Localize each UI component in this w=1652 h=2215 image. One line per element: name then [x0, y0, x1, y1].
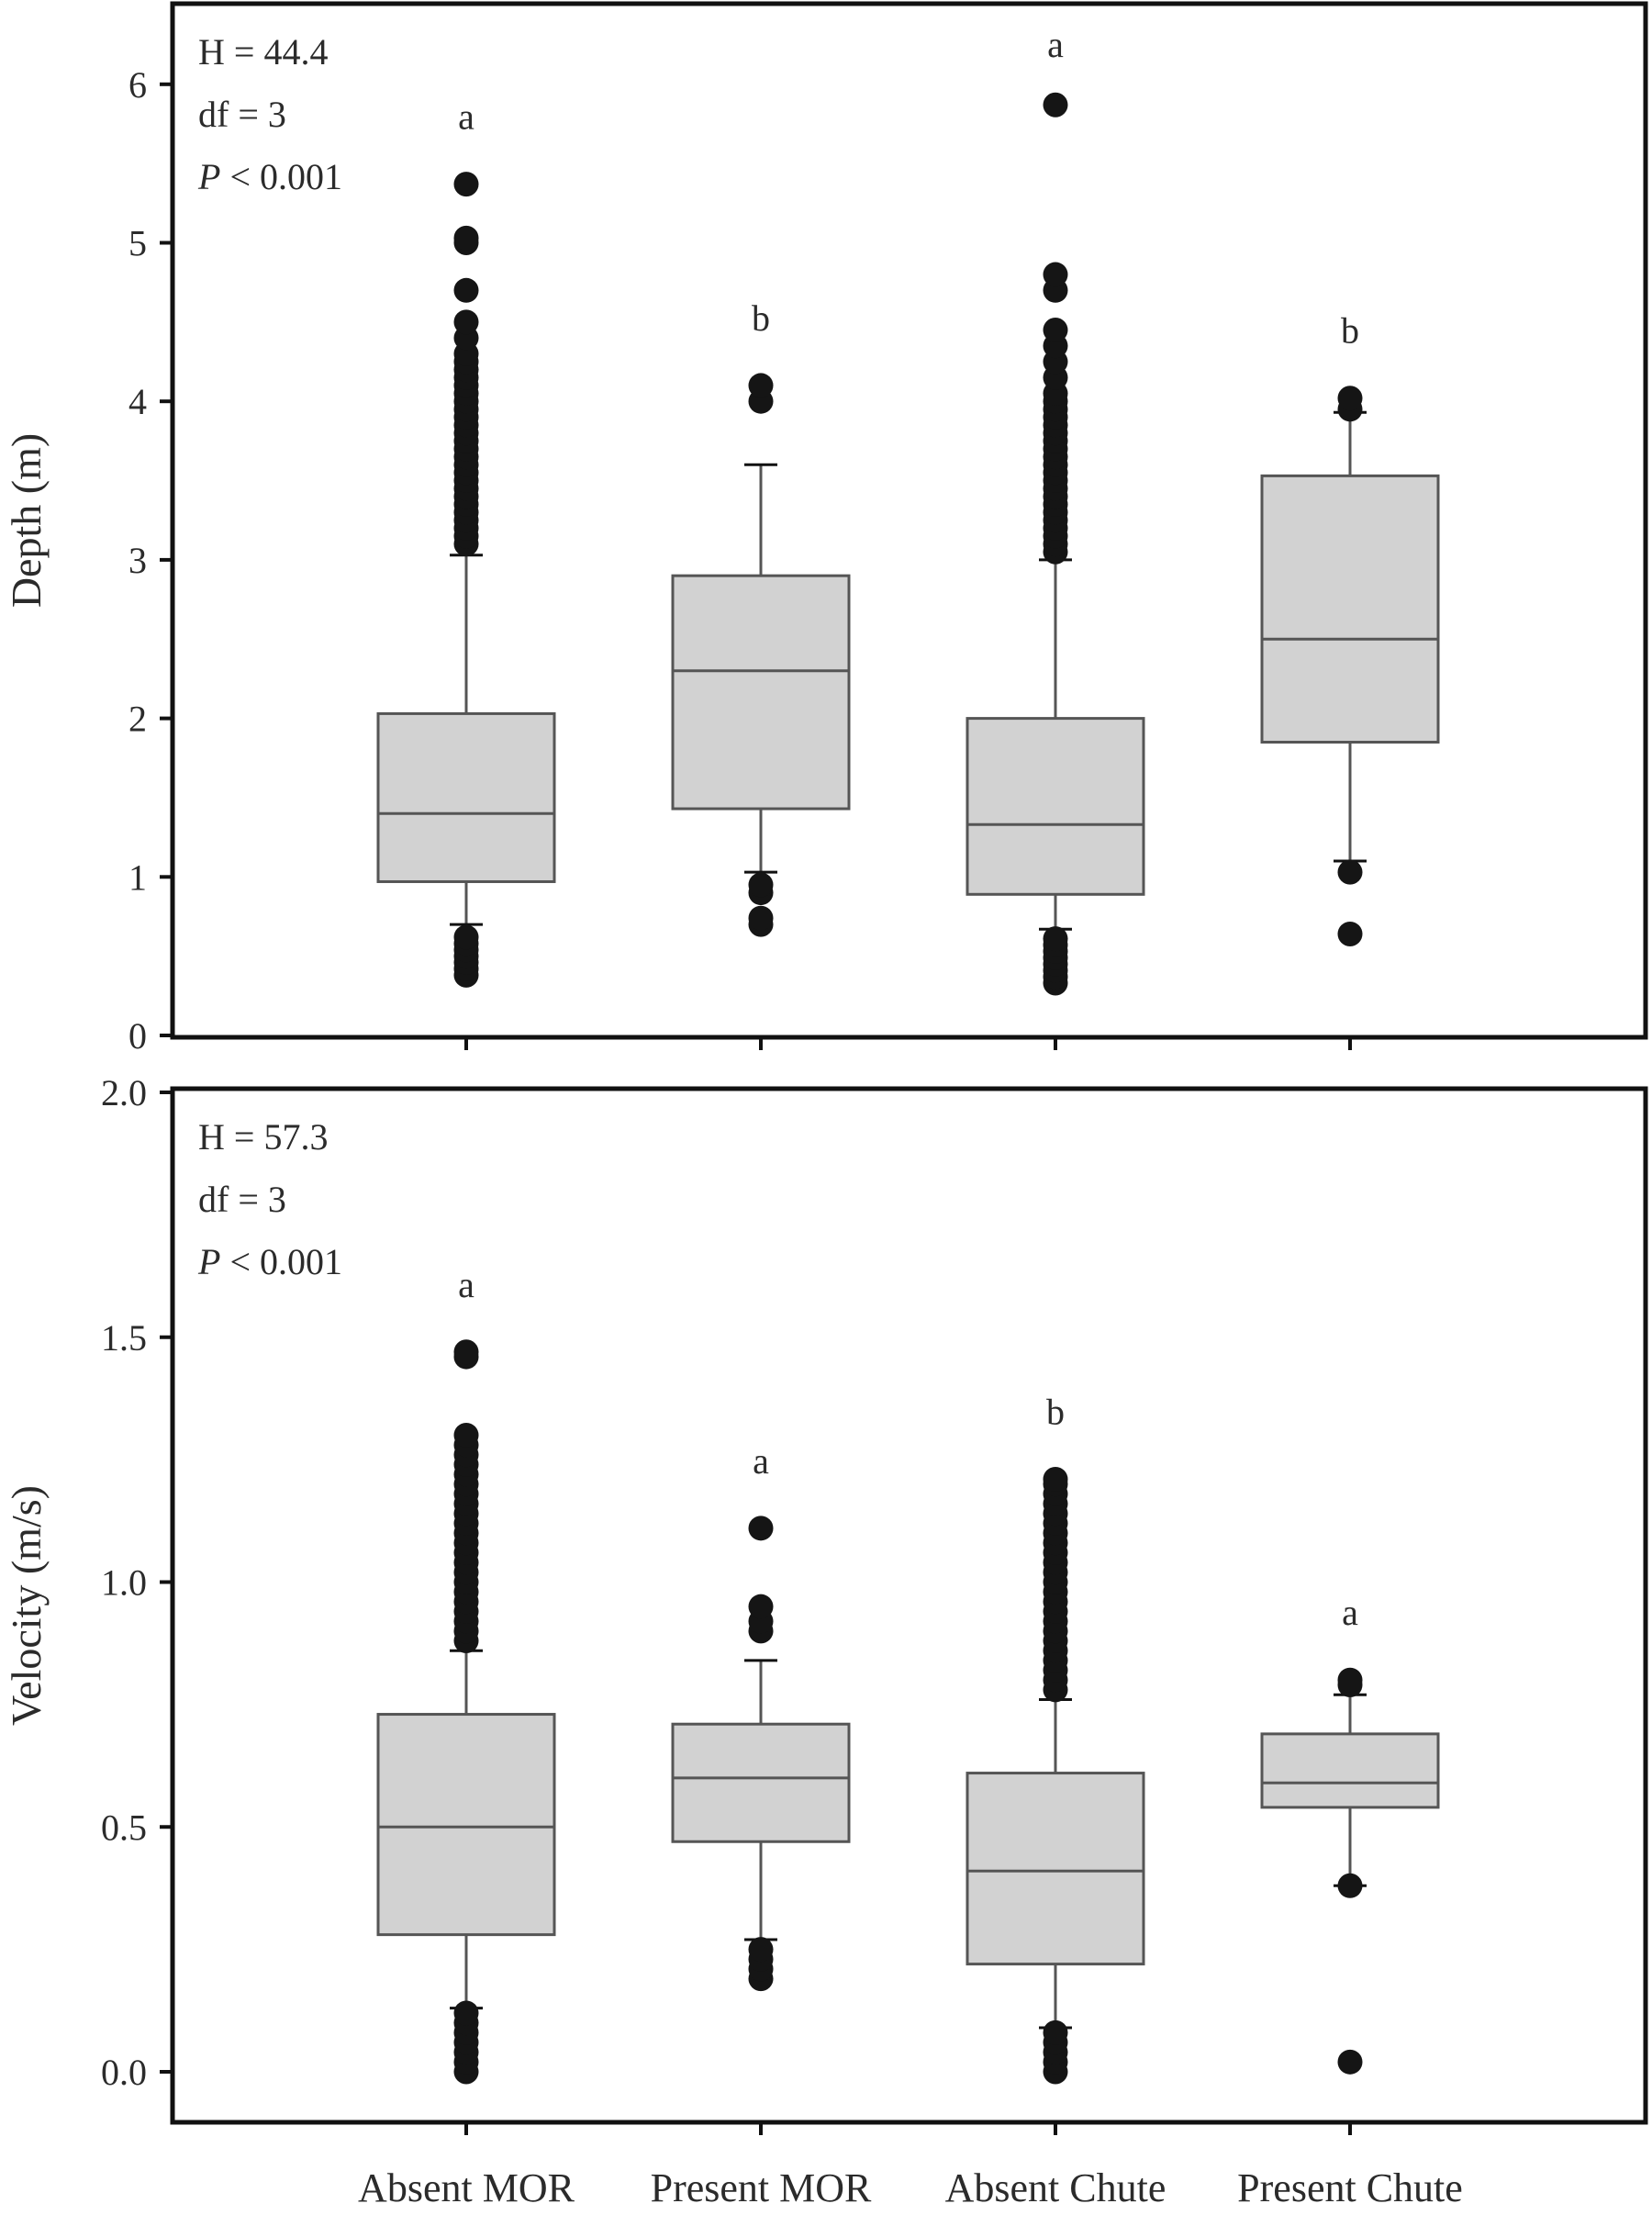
stat-p-value: P < 0.001 — [197, 1241, 342, 1282]
iqr-box — [1260, 474, 1440, 744]
y-tick-label: 2.0 — [101, 1072, 147, 1113]
outlier-point — [748, 1594, 774, 1619]
y-tick-label: 6 — [128, 64, 147, 106]
stat-df-value: df = 3 — [198, 1179, 286, 1220]
outlier-point — [1043, 2019, 1068, 2045]
stat-p-rest: < 0.001 — [220, 1241, 342, 1282]
significance-letter: a — [1342, 1592, 1358, 1633]
outlier-point — [1337, 2049, 1363, 2075]
outlier-point — [748, 1937, 774, 1963]
outlier-point — [1043, 1466, 1068, 1492]
x-category-label: Present MOR — [651, 2165, 872, 2210]
outlier-point — [748, 905, 774, 931]
box-present-chute: b — [1260, 310, 1440, 946]
y-tick-label: 0.0 — [101, 2052, 147, 2093]
outlier-point — [748, 373, 774, 398]
y-tick-label: 0 — [128, 1015, 147, 1057]
velocity-panel: 0.0 0.5 1.0 1.5 2.0 Velocity (m/s) H = 57.3 df … — [3, 1072, 1648, 2135]
box-present-chute: a — [1260, 1592, 1440, 2075]
y-tick-label: 3 — [128, 540, 147, 581]
outlier-point — [748, 1516, 774, 1541]
significance-letter: a — [458, 96, 474, 138]
outlier-point — [453, 1339, 479, 1365]
stat-h-value: H = 44.4 — [198, 31, 328, 73]
outlier-point — [1337, 859, 1363, 885]
y-tick-label: 0.5 — [101, 1807, 147, 1848]
iqr-box — [376, 711, 556, 883]
stat-p-rest: < 0.001 — [220, 156, 342, 197]
stat-h-value: H = 57.3 — [198, 1116, 328, 1158]
plot-frame — [170, 1086, 1648, 2125]
iqr-box — [376, 1713, 556, 1937]
iqr-box — [1260, 1732, 1440, 1809]
outlier-point — [1043, 92, 1068, 117]
y-tick-label: 2 — [128, 699, 147, 740]
outlier-point — [453, 2000, 479, 2026]
outlier-point — [453, 924, 479, 950]
significance-letter: b — [1046, 1391, 1065, 1432]
box-absent-chute: b — [966, 1391, 1145, 2085]
y-tick-label: 1 — [128, 856, 147, 898]
x-category-label: Present Chute — [1237, 2165, 1463, 2210]
outlier-point — [1043, 317, 1068, 342]
outlier-point — [1337, 386, 1363, 411]
outlier-point — [748, 872, 774, 898]
outlier-point — [1337, 1667, 1363, 1693]
y-tick-label: 1.5 — [101, 1317, 147, 1359]
plot-frame — [170, 1, 1648, 1040]
iqr-box — [966, 1772, 1145, 1966]
y-tick-label: 4 — [128, 381, 147, 422]
significance-letter: a — [458, 1264, 474, 1305]
outlier-point — [453, 309, 479, 335]
iqr-box — [671, 574, 851, 811]
stat-df-value: df = 3 — [198, 94, 286, 135]
depth-panel: 0 1 2 3 4 5 6 Depth (m) H = 44.4 df = 3 P < 0.001 a… — [3, 1, 1648, 1057]
stat-p-value: P < 0.001 — [197, 156, 342, 197]
x-category-label: Absent Chute — [945, 2165, 1166, 2210]
outlier-point — [453, 172, 479, 197]
outlier-point — [453, 277, 479, 303]
x-category-label: Absent MOR — [358, 2165, 575, 2210]
outlier-point — [1337, 1873, 1363, 1898]
outlier-point — [453, 225, 479, 251]
box-present-mor: a — [671, 1440, 851, 1992]
iqr-box — [966, 717, 1145, 896]
outlier-point — [453, 1422, 479, 1448]
significance-letter: a — [1047, 24, 1064, 65]
significance-letter: b — [1341, 310, 1359, 352]
outlier-point — [1337, 921, 1363, 946]
iqr-box — [671, 1722, 851, 1843]
y-tick-label: 5 — [128, 223, 147, 264]
box-absent-mor: a — [376, 1264, 556, 2085]
outlier-point — [1043, 926, 1068, 952]
y-tick-label: 1.0 — [101, 1562, 147, 1604]
box-present-mor: b — [671, 297, 851, 937]
box-absent-chute: a — [966, 24, 1145, 996]
y-axis-label: Velocity (m/s) — [3, 1485, 50, 1726]
significance-letter: b — [752, 297, 770, 339]
stat-p-letter: P — [197, 156, 220, 197]
significance-letter: a — [753, 1440, 769, 1482]
stat-p-letter: P — [197, 1241, 220, 1282]
box-absent-mor: a — [376, 96, 556, 988]
outlier-point — [1043, 262, 1068, 287]
y-axis-label: Depth (m) — [3, 433, 50, 608]
